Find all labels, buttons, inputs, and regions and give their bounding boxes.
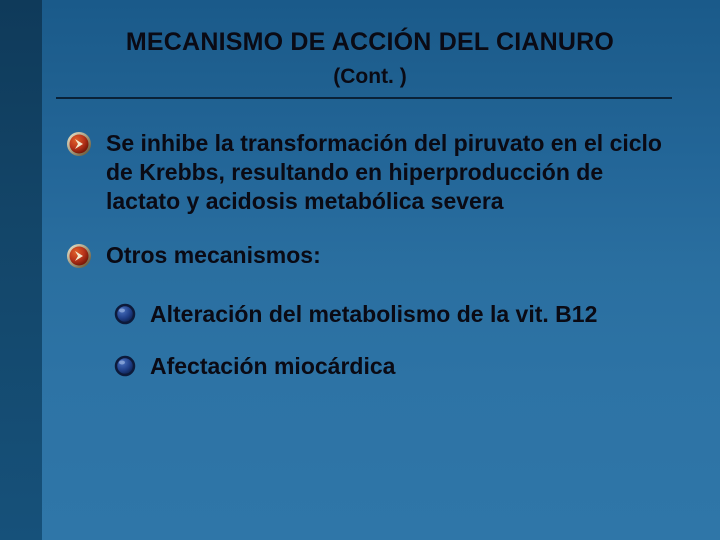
list-item: Se inhibe la transformación del piruvato… [66, 129, 672, 215]
sub-list-item-text: Alteración del metabolismo de la vit. B1… [150, 300, 597, 329]
list-item: Otros mecanismos: [66, 241, 672, 274]
arrow-bullet-icon [66, 131, 92, 162]
slide-subtitle: (Cont. ) [68, 65, 672, 89]
arrow-bullet-icon [66, 243, 92, 274]
sub-list-item-text: Afectación miocárdica [150, 352, 395, 381]
title-block: MECANISMO DE ACCIÓN DEL CIANURO (Cont. ) [68, 28, 672, 89]
circle-bullet-icon [114, 355, 136, 382]
divider [56, 97, 672, 99]
content-area: Se inhibe la transformación del piruvato… [66, 129, 672, 382]
slide-title: MECANISMO DE ACCIÓN DEL CIANURO [68, 28, 672, 57]
list-item-text: Otros mecanismos: [106, 241, 321, 270]
subitems: Alteración del metabolismo de la vit. B1… [114, 300, 672, 382]
list-item-text: Se inhibe la transformación del piruvato… [106, 129, 672, 215]
sub-list-item: Afectación miocárdica [114, 352, 672, 382]
circle-bullet-icon [114, 303, 136, 330]
slide: MECANISMO DE ACCIÓN DEL CIANURO (Cont. ) [0, 0, 720, 540]
sub-list-item: Alteración del metabolismo de la vit. B1… [114, 300, 672, 330]
